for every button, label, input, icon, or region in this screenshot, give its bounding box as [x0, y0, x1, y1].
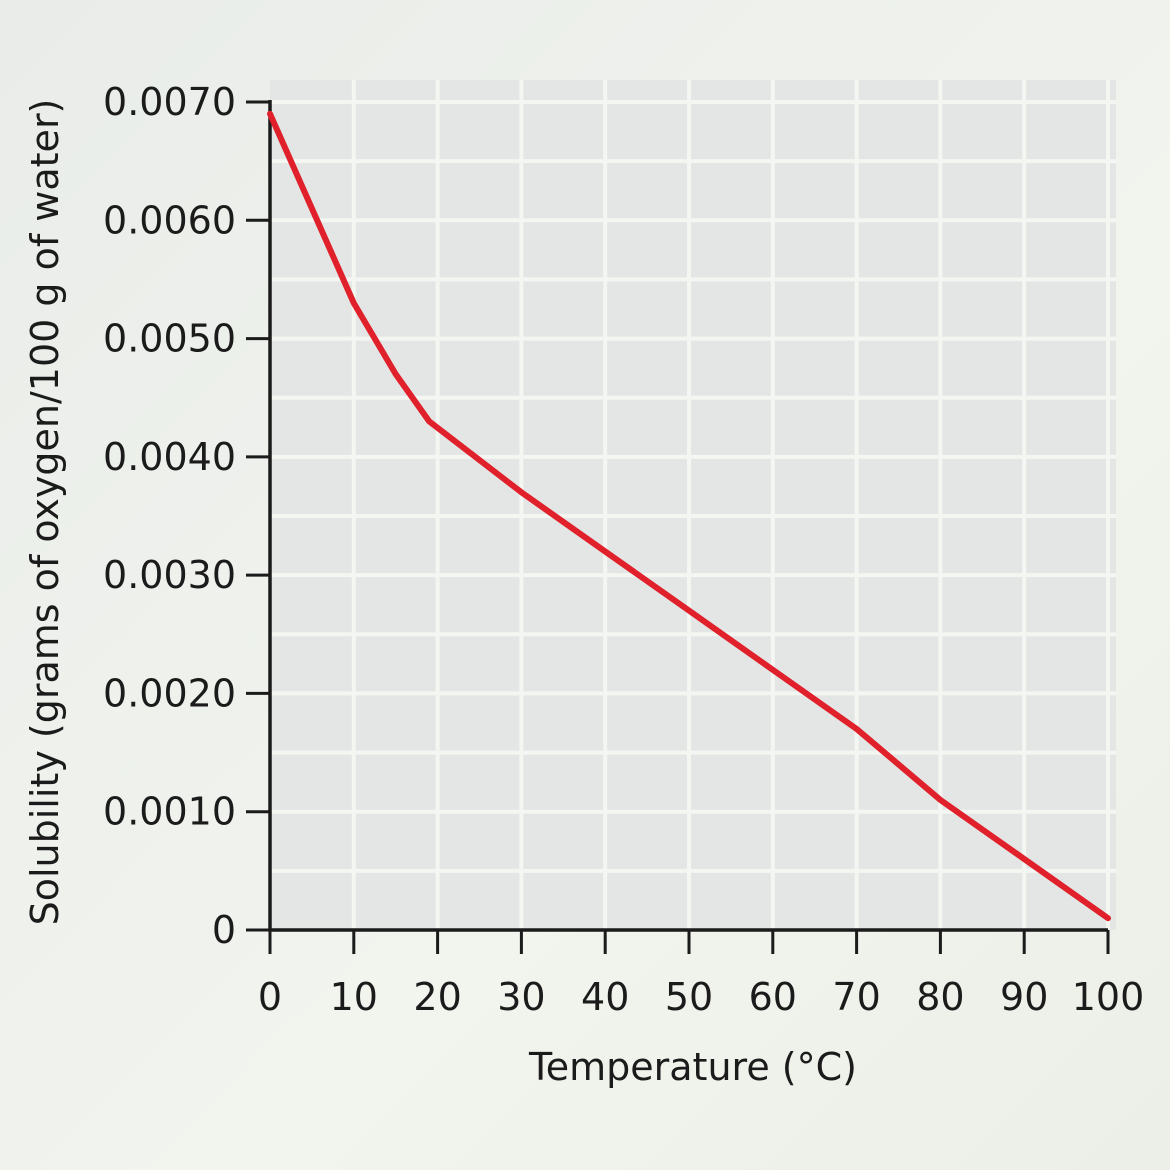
x-axis-title: Temperature (°C): [528, 1045, 857, 1089]
x-tick-label: 10: [330, 975, 378, 1019]
x-tick-label: 70: [832, 975, 880, 1019]
x-tick-label: 80: [916, 975, 964, 1019]
x-tick-label: 20: [413, 975, 461, 1019]
grid-lines: [270, 80, 1116, 930]
plot-background: [270, 80, 1116, 930]
y-tick-label: 0.0010: [103, 790, 236, 834]
y-tick-label: 0.0060: [103, 198, 236, 242]
y-tick-label: 0.0030: [103, 553, 236, 597]
y-axis-title: Solubility (grams of oxygen/100 g of wat…: [23, 99, 67, 926]
x-tick-label: 0: [258, 975, 282, 1019]
y-tick-label: 0.0050: [103, 317, 236, 361]
y-tick-label: 0: [212, 908, 236, 952]
series-lines: [267, 110, 1111, 922]
x-tick-label: 40: [581, 975, 629, 1019]
tick-labels: 0 0.0010 0.0020 0.0030 0.0040 0.0050 0.0060 0.0…: [103, 80, 1144, 1019]
x-tick-label: 50: [665, 975, 713, 1019]
x-tick-label: 60: [749, 975, 797, 1019]
y-tick-label: 0.0040: [103, 435, 236, 479]
x-tick-label: 100: [1072, 975, 1145, 1019]
axes: [246, 100, 1110, 954]
x-tick-label: 90: [1000, 975, 1048, 1019]
y-tick-label: 0.0020: [103, 671, 236, 715]
series-line: [267, 110, 1111, 922]
x-tick-label: 30: [497, 975, 545, 1019]
y-tick-label: 0.0070: [103, 80, 236, 124]
